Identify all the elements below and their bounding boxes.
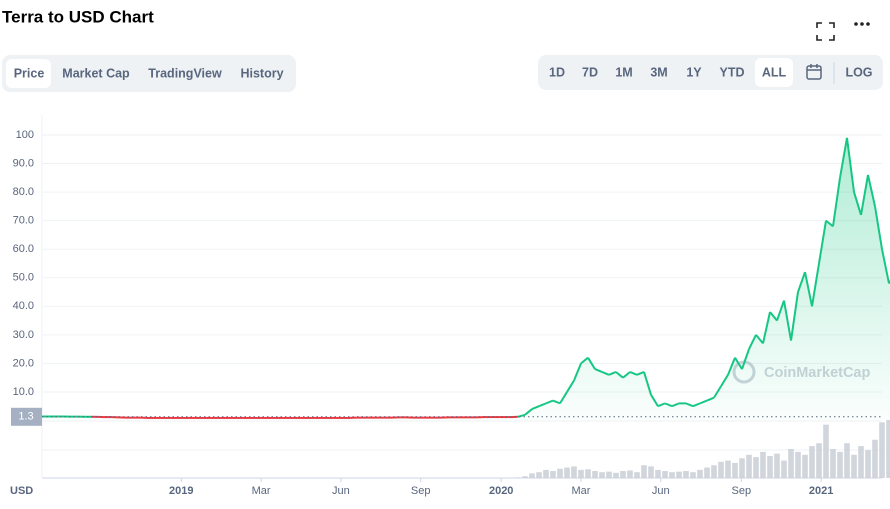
volume-bar bbox=[690, 472, 696, 478]
range-button[interactable]: 7D bbox=[582, 65, 598, 79]
y-tick-label: 90.0 bbox=[13, 157, 34, 169]
price-tag-label: 1.3 bbox=[18, 411, 33, 423]
x-tick-label: Sep bbox=[732, 485, 752, 497]
volume-bar bbox=[837, 452, 843, 478]
y-tick-label: 50.0 bbox=[13, 272, 34, 284]
volume-bar bbox=[641, 465, 647, 478]
volume-bar bbox=[697, 470, 703, 478]
volume-bar bbox=[781, 461, 787, 478]
volume-bar bbox=[732, 463, 738, 478]
range-button[interactable]: ALL bbox=[762, 65, 787, 79]
range-button[interactable]: 1Y bbox=[686, 65, 702, 79]
fullscreen-icon[interactable] bbox=[817, 23, 834, 40]
volume-bar bbox=[655, 470, 661, 478]
y-tick-label: 100 bbox=[16, 129, 34, 141]
volume-bar bbox=[676, 472, 682, 478]
volume-bar bbox=[795, 452, 801, 478]
volume-bar bbox=[662, 471, 668, 478]
volume-bar bbox=[816, 443, 822, 478]
x-tick-label: Jun bbox=[652, 485, 670, 497]
more-icon[interactable] bbox=[854, 22, 870, 26]
x-tick-label: Mar bbox=[572, 485, 591, 497]
tab[interactable]: Market Cap bbox=[62, 66, 130, 80]
volume-bar bbox=[823, 425, 829, 478]
volume-bar bbox=[844, 443, 850, 478]
x-tick-label: 2020 bbox=[489, 485, 513, 497]
volume-bar bbox=[613, 473, 619, 478]
x-tick-label: 2019 bbox=[169, 485, 193, 497]
volume-bar bbox=[865, 450, 871, 478]
volume-bar bbox=[522, 476, 528, 478]
volume-bar bbox=[564, 468, 570, 478]
tab[interactable]: Price bbox=[14, 66, 45, 80]
y-tick-label: 40.0 bbox=[13, 300, 34, 312]
x-tick-label: Sep bbox=[411, 485, 431, 497]
x-tick-label: Mar bbox=[252, 485, 271, 497]
x-tick-label: Jun bbox=[332, 485, 350, 497]
volume-bar bbox=[830, 449, 836, 478]
log-button[interactable]: LOG bbox=[845, 65, 872, 79]
volume-bar bbox=[788, 449, 794, 478]
volume-bar bbox=[669, 472, 675, 478]
volume-bar bbox=[592, 471, 598, 478]
range-button[interactable]: 3M bbox=[650, 65, 667, 79]
y-tick-label: 10.0 bbox=[13, 386, 34, 398]
volume-bar bbox=[858, 446, 864, 478]
volume-bar bbox=[543, 470, 549, 478]
volume-bar bbox=[725, 461, 731, 478]
volume-bar bbox=[515, 477, 521, 478]
tab[interactable]: History bbox=[240, 66, 283, 80]
volume-bar bbox=[774, 454, 780, 478]
volume-bar bbox=[760, 452, 766, 478]
range-button[interactable]: 1M bbox=[615, 65, 632, 79]
volume-bar bbox=[767, 456, 773, 478]
y-tick-label: 30.0 bbox=[13, 329, 34, 341]
y-tick-label: 20.0 bbox=[13, 357, 34, 369]
volume-bar bbox=[886, 420, 890, 478]
volume-bar bbox=[571, 466, 577, 478]
range-button[interactable]: 1D bbox=[549, 65, 565, 79]
volume-bar bbox=[557, 469, 563, 478]
volume-bar bbox=[634, 472, 640, 478]
volume-bar bbox=[550, 471, 556, 478]
volume-bar bbox=[802, 455, 808, 478]
volume-bar bbox=[704, 468, 710, 478]
volume-bar bbox=[529, 473, 535, 478]
volume-bar bbox=[753, 457, 759, 478]
volume-bar bbox=[536, 472, 542, 478]
volume-bar bbox=[606, 472, 612, 478]
volume-bar bbox=[648, 466, 654, 478]
page-title: Terra to USD Chart bbox=[2, 7, 154, 26]
y-tick-label: 60.0 bbox=[13, 243, 34, 255]
y-tick-label: 80.0 bbox=[13, 186, 34, 198]
volume-bar bbox=[620, 471, 626, 478]
volume-bar bbox=[809, 446, 815, 478]
volume-bar bbox=[585, 469, 591, 478]
volume-bar bbox=[578, 470, 584, 478]
volume-bar bbox=[872, 440, 878, 478]
volume-bar bbox=[599, 472, 605, 478]
volume-bar bbox=[879, 422, 885, 478]
price-area bbox=[42, 124, 890, 421]
volume-bar bbox=[627, 470, 633, 478]
volume-bar bbox=[851, 455, 857, 478]
axis-unit-label: USD bbox=[10, 485, 33, 497]
range-button[interactable]: YTD bbox=[720, 65, 745, 79]
y-tick-label: 70.0 bbox=[13, 215, 34, 227]
tab[interactable]: TradingView bbox=[148, 66, 222, 80]
volume-bar bbox=[711, 465, 717, 478]
volume-bar bbox=[746, 455, 752, 478]
volume-bar bbox=[718, 462, 724, 478]
x-tick-label: 2021 bbox=[809, 485, 833, 497]
volume-bar bbox=[739, 458, 745, 478]
volume-bar bbox=[683, 471, 689, 478]
